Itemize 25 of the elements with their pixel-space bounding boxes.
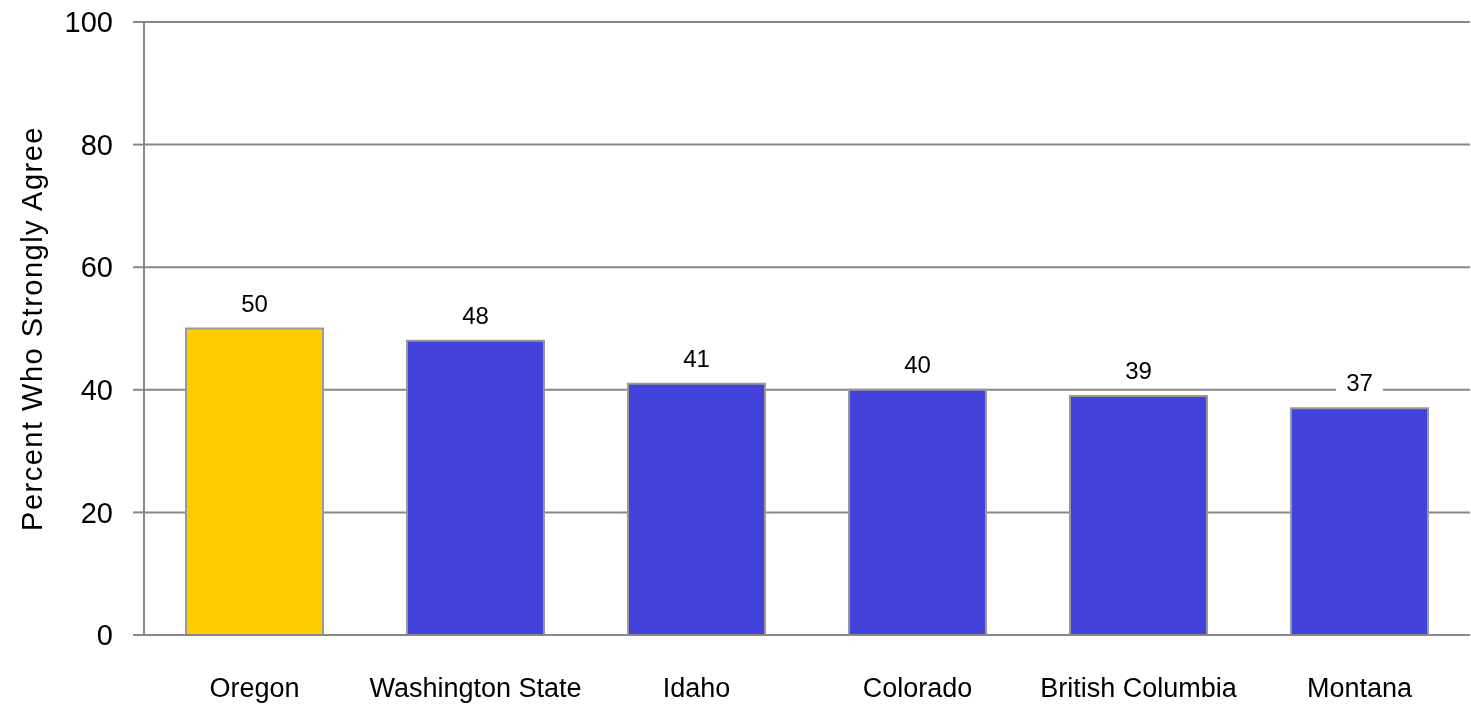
bar — [405, 339, 545, 635]
bar — [1068, 394, 1208, 635]
bar — [1289, 407, 1429, 635]
y-tick-label: 40 — [80, 374, 113, 407]
data-label: 48 — [462, 301, 489, 329]
data-label: 37 — [1346, 369, 1373, 397]
y-tick-label: 100 — [64, 6, 113, 39]
x-tick-label: Oregon — [209, 673, 300, 704]
y-tick-label: 0 — [96, 619, 113, 652]
data-label: 50 — [241, 289, 268, 317]
y-axis-title: Percent Who Strongly Agree — [16, 126, 49, 531]
x-tick-label: British Columbia — [1040, 673, 1238, 704]
x-tick-label: Montana — [1306, 673, 1414, 704]
x-tick-label: Washington State — [369, 673, 582, 704]
data-label: 41 — [683, 344, 710, 372]
y-tick-label: 20 — [80, 496, 113, 529]
x-tick-label: Idaho — [662, 673, 731, 704]
y-tick-label: 80 — [80, 128, 113, 161]
y-tick-label: 60 — [80, 251, 113, 284]
bar — [184, 327, 324, 635]
bar — [626, 382, 766, 635]
x-tick-label: Colorado — [862, 673, 973, 704]
data-label: 39 — [1125, 356, 1152, 384]
bar — [847, 388, 987, 635]
data-label: 40 — [904, 350, 931, 378]
